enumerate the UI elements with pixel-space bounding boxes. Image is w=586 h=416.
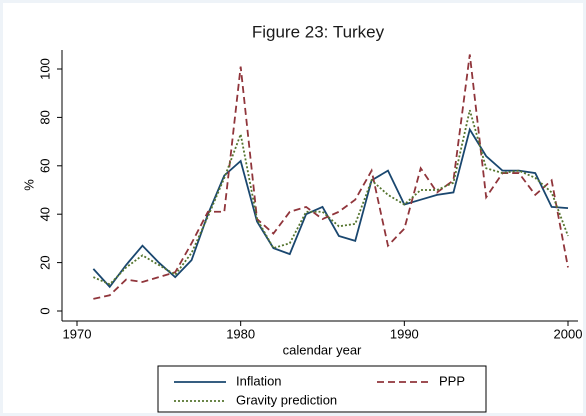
y-tick-label: 100 [37,58,52,80]
y-tick-label: 80 [37,110,52,124]
legend-label: Inflation [236,373,282,388]
y-axis-label: % [21,179,36,191]
x-tick-label: 1980 [226,326,255,341]
x-tick-label: 1970 [63,326,92,341]
x-tick-label: 2000 [554,326,583,341]
y-tick-label: 0 [37,307,52,314]
legend-label: Gravity prediction [236,392,337,407]
chart-title: Figure 23: Turkey [252,22,385,41]
y-tick-label: 60 [37,159,52,173]
y-tick-label: 40 [37,207,52,221]
legend-label: PPP [439,373,465,388]
series-line [93,109,569,286]
series-line [92,127,569,289]
legend [157,365,487,413]
x-tick-label: 1990 [390,326,419,341]
plot-background [3,3,583,413]
x-axis-label: calendar year [283,342,362,357]
y-tick-label: 20 [37,255,52,269]
